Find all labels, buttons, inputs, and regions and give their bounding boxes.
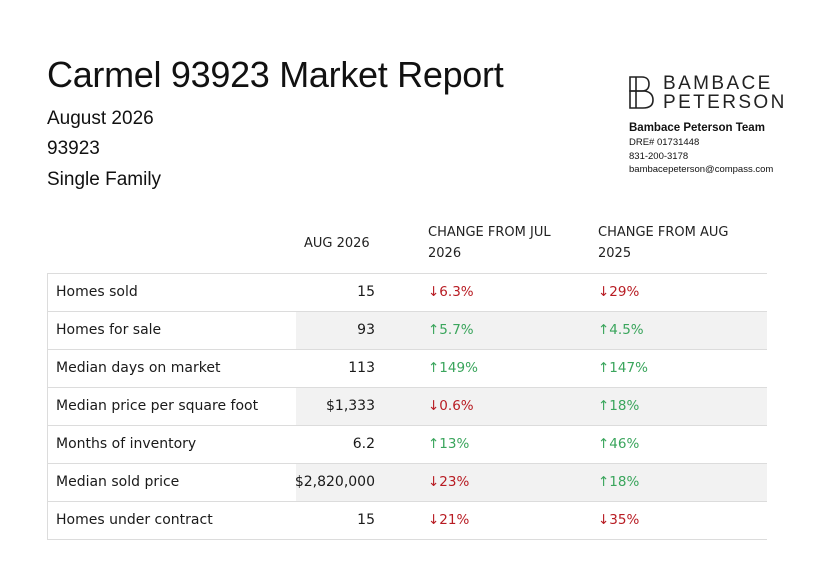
row-label: Homes under contract (56, 512, 213, 528)
change-month: ↑149% (428, 360, 478, 376)
column-header-change-year: CHANGE FROM AUG 2025 (598, 222, 728, 264)
row-value: 113 (348, 360, 375, 376)
brand-logo: BAMBACE PETERSON (629, 74, 784, 112)
change-month: ↓0.6% (428, 398, 474, 414)
change-month: ↓23% (428, 474, 470, 490)
table-row: Homes for sale 93 ↑5.7% ↑4.5% (47, 312, 767, 350)
row-value: 15 (357, 512, 375, 528)
change-year: ↓29% (598, 284, 640, 300)
table-row: Homes under contract 15 ↓21% ↓35% (47, 502, 767, 540)
change-year: ↑147% (598, 360, 648, 376)
column-header-change-month: CHANGE FROM JUL 2026 (428, 222, 551, 264)
change-month: ↑13% (428, 436, 470, 452)
row-label: Homes for sale (56, 322, 162, 338)
report-month: August 2026 (47, 108, 154, 129)
report-title: Carmel 93923 Market Report (47, 54, 504, 95)
row-value: 93 (357, 322, 375, 338)
email-address: bambacepeterson@compass.com (629, 164, 774, 175)
change-year: ↑46% (598, 436, 640, 452)
row-label: Median days on market (56, 360, 221, 376)
change-year: ↑18% (598, 474, 640, 490)
column-header-change-month-line2: 2026 (428, 246, 462, 261)
table-row: Median price per square foot $1,333 ↓0.6… (47, 388, 767, 426)
column-header-current: AUG 2026 (304, 236, 370, 251)
row-value: 15 (357, 284, 375, 300)
column-header-change-month-line1: CHANGE FROM JUL (428, 225, 551, 240)
row-label: Months of inventory (56, 436, 197, 452)
change-year: ↓35% (598, 512, 640, 528)
row-label: Median sold price (56, 474, 180, 490)
contact-block: Bambace Peterson Team DRE# 01731448 831-… (629, 121, 773, 177)
column-header-change-year-line2: 2025 (598, 246, 632, 261)
market-stats-table: Homes sold 15 ↓6.3% ↓29% Homes for sale … (47, 273, 767, 540)
table-row: Median days on market 113 ↑149% ↑147% (47, 350, 767, 388)
change-year: ↑18% (598, 398, 640, 414)
row-value: 6.2 (352, 436, 375, 452)
table-row: Homes sold 15 ↓6.3% ↓29% (47, 274, 767, 312)
change-month: ↓6.3% (428, 284, 474, 300)
table-row: Months of inventory 6.2 ↑13% ↑46% (47, 426, 767, 464)
report-zip: 93923 (47, 138, 100, 159)
logo-text-line2: PETERSON (663, 92, 787, 113)
phone-number: 831-200-3178 (629, 150, 689, 162)
report-property-type: Single Family (47, 169, 162, 190)
row-label: Homes sold (56, 284, 138, 300)
row-value: $1,333 (326, 398, 375, 414)
column-header-change-year-line1: CHANGE FROM AUG (598, 225, 729, 240)
row-value: $2,820,000 (294, 474, 375, 490)
dre-number: DRE# 01731448 (629, 137, 700, 148)
logo-text-line1: BAMBACE (663, 73, 773, 94)
team-name: Bambace Peterson Team (629, 122, 765, 134)
row-label: Median price per square foot (56, 398, 259, 414)
logo-mark-icon (629, 76, 654, 109)
change-month: ↑5.7% (428, 322, 474, 338)
table-row: Median sold price $2,820,000 ↓23% ↑18% (47, 464, 767, 502)
change-year: ↑4.5% (598, 322, 644, 338)
change-month: ↓21% (428, 512, 470, 528)
